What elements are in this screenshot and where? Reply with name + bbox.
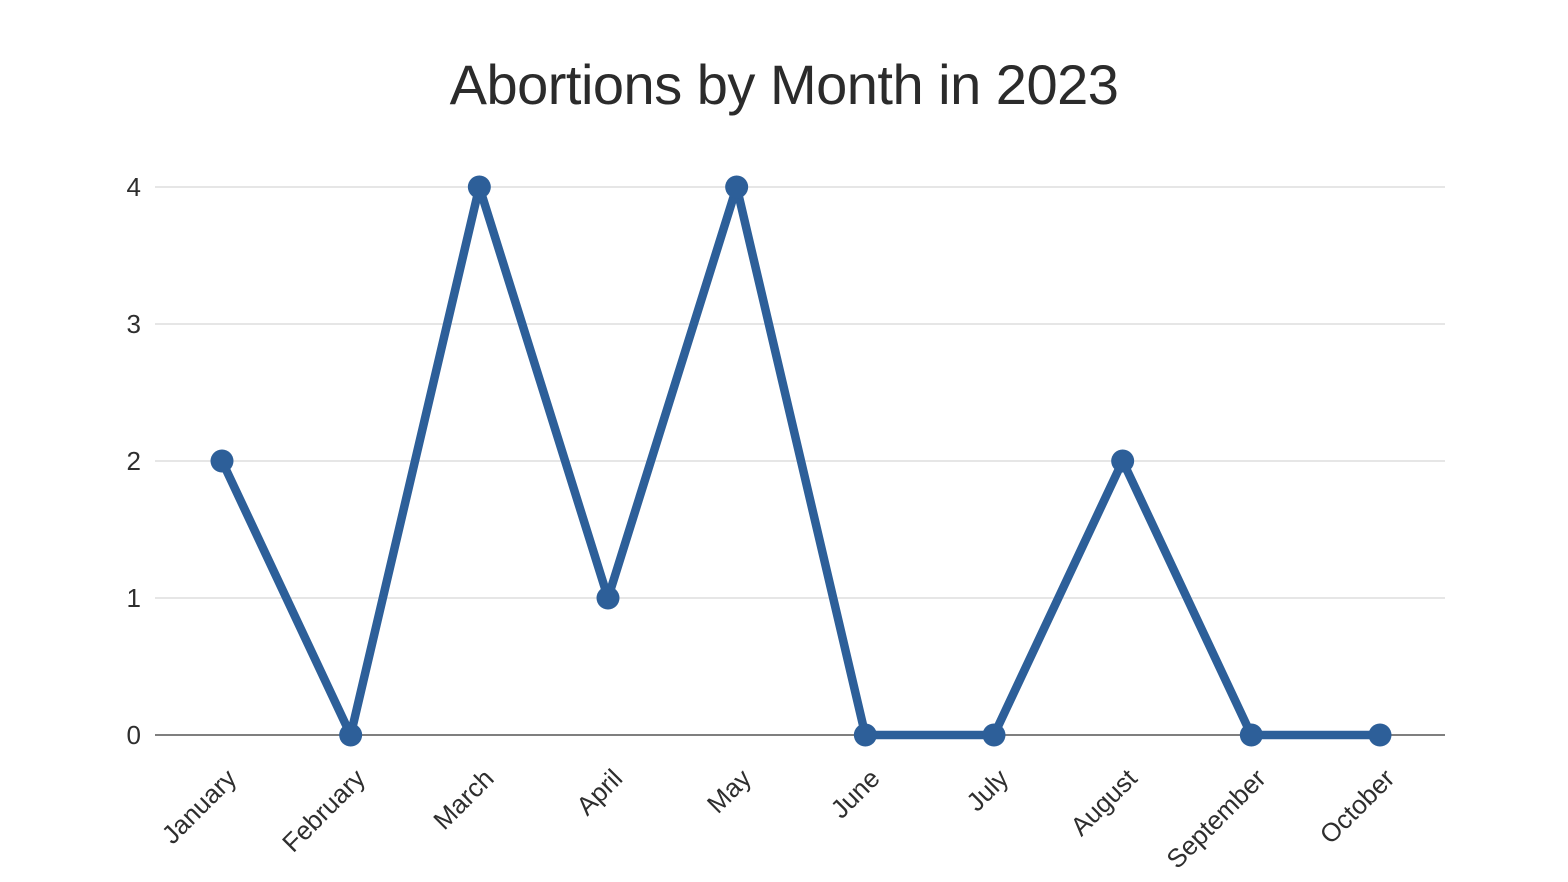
y-tick-label: 3: [127, 309, 141, 339]
x-tick-label: September: [1160, 763, 1271, 874]
data-point-marker: [853, 723, 877, 747]
data-point-marker: [725, 175, 749, 199]
y-tick-label: 1: [127, 583, 141, 613]
data-point-marker: [339, 723, 363, 747]
chart-title: Abortions by Month in 2023: [449, 53, 1119, 116]
data-point-marker: [1239, 723, 1263, 747]
data-point-marker: [467, 175, 491, 199]
x-tick-label: July: [960, 763, 1014, 817]
x-tick-label: June: [824, 763, 885, 824]
x-tick-label: May: [701, 763, 757, 819]
x-tick-label: April: [570, 763, 628, 821]
data-point-marker: [1368, 723, 1392, 747]
x-tick-label: February: [276, 763, 371, 858]
y-tick-label: 0: [127, 720, 141, 750]
data-point-marker: [1111, 449, 1135, 473]
data-point-marker: [596, 586, 620, 610]
y-tick-label: 2: [127, 446, 141, 476]
x-tick-label: January: [156, 763, 243, 850]
x-tick-label: August: [1064, 762, 1143, 841]
series-line: [217, 182, 1385, 740]
x-tick-label: March: [427, 763, 499, 835]
x-tick-label: October: [1314, 763, 1401, 850]
y-tick-label: 4: [127, 172, 141, 202]
data-point-marker: [982, 723, 1006, 747]
data-point-marker: [210, 449, 234, 473]
